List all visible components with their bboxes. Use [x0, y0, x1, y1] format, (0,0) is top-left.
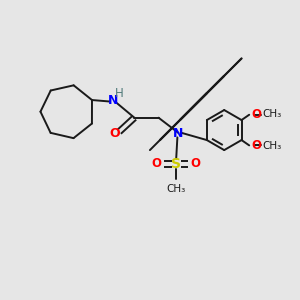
Text: O: O [251, 140, 261, 152]
Text: S: S [171, 157, 181, 171]
Text: N: N [108, 94, 119, 107]
Text: CH₃: CH₃ [262, 109, 281, 119]
Text: O: O [251, 108, 261, 121]
Text: N: N [173, 127, 184, 140]
Text: H: H [115, 87, 124, 100]
Text: O: O [110, 127, 120, 140]
Text: O: O [152, 158, 162, 170]
Text: O: O [190, 158, 201, 170]
Text: CH₃: CH₃ [167, 184, 186, 194]
Text: CH₃: CH₃ [262, 141, 281, 151]
